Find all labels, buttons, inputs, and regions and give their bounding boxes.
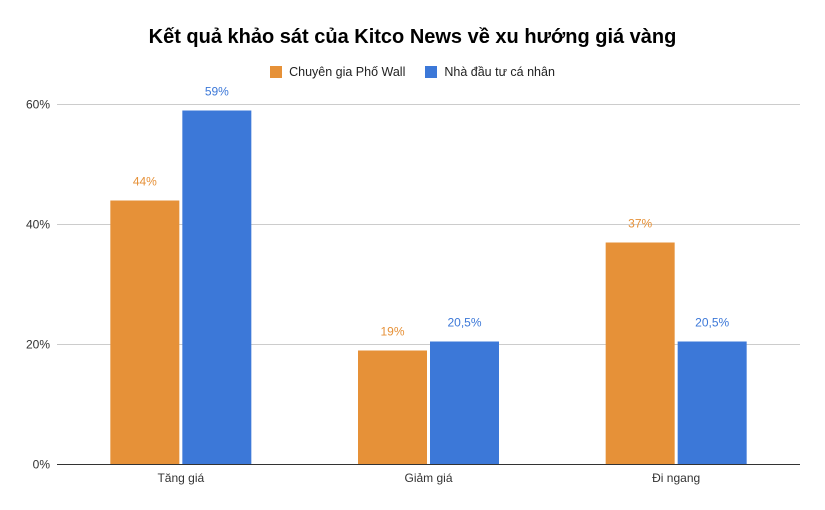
legend-swatch-series-1 — [270, 66, 283, 78]
legend-label-series-1: Chuyên gia Phố Wall — [289, 65, 406, 79]
legend-item-series-2: Nhà đầu tư cá nhân — [425, 65, 555, 79]
x-tick-label: Đi ngang — [652, 471, 700, 485]
data-label: 20,5% — [695, 316, 729, 330]
x-tick-label: Tăng giá — [157, 471, 204, 485]
legend-item-series-1: Chuyên gia Phố Wall — [270, 65, 405, 79]
bar-series-2-0 — [182, 110, 252, 465]
x-tick-label: Giảm giá — [404, 471, 452, 485]
bar-series-1-1 — [358, 350, 427, 465]
bar-series-1-0 — [110, 200, 180, 465]
data-label: 59% — [205, 85, 229, 99]
data-label: 20,5% — [447, 316, 481, 330]
legend-swatch-series-2 — [425, 66, 438, 78]
data-label: 44% — [133, 175, 157, 189]
bar-series-2-2 — [677, 341, 747, 465]
bar-series-1-2 — [605, 242, 675, 465]
y-tick-label: 60% — [26, 98, 50, 112]
legend: Chuyên gia Phố Wall Nhà đầu tư cá nhân — [0, 65, 825, 79]
bar-series-2-1 — [430, 341, 499, 465]
data-label: 37% — [628, 217, 652, 231]
chart-title: Kết quả khảo sát của Kitco News về xu hư… — [148, 26, 677, 48]
legend-label-series-2: Nhà đầu tư cá nhân — [444, 65, 555, 79]
y-tick-label: 20% — [26, 338, 50, 352]
data-label: 19% — [380, 325, 404, 339]
y-tick-label: 0% — [33, 458, 51, 472]
y-tick-label: 40% — [26, 218, 50, 232]
